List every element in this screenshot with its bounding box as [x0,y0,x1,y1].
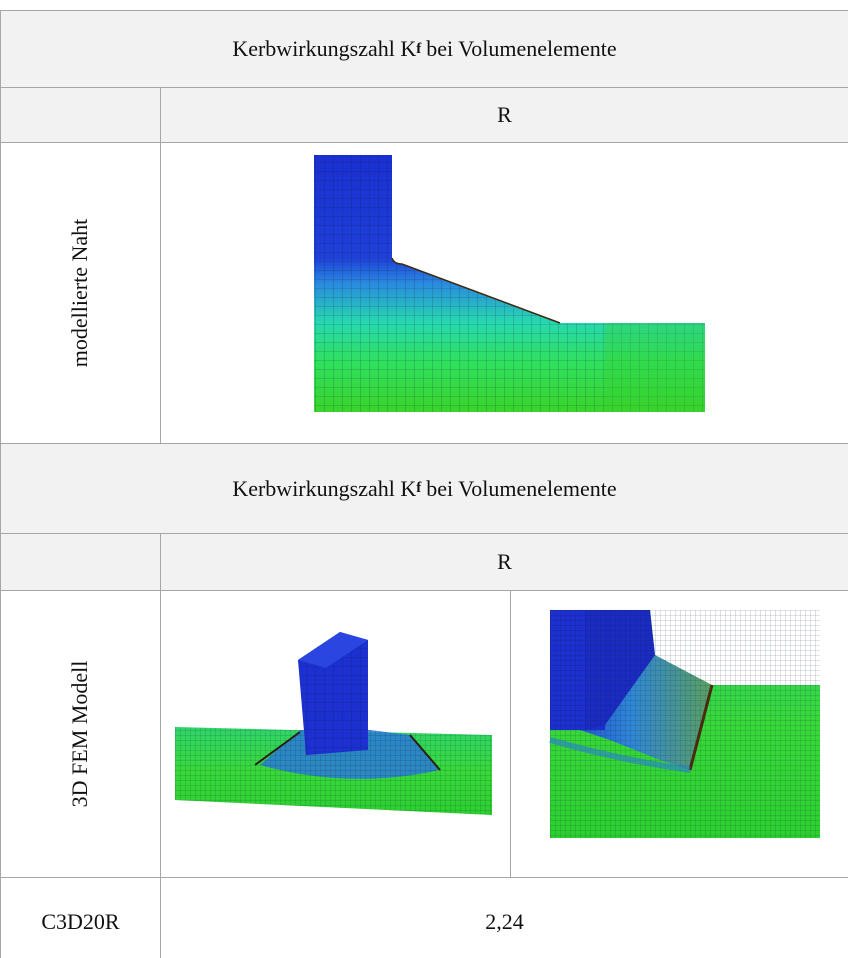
header-title: Kerbwirkungszahl K [232,36,417,61]
column-label: R [497,102,512,127]
header-title-rest: bei Volumenelemente [426,36,617,61]
result-value-cell: 2,24 [160,877,848,958]
fem-3d-model-detail [549,610,820,838]
result-label: C3D20R [41,909,120,934]
fem-2d-model [314,155,705,412]
header-subscript: f [416,480,422,496]
header-title: Kerbwirkungszahl K [232,475,417,501]
fem-3d-model-front [175,632,492,815]
header-title-rest: bei Volumenelemente [426,475,617,501]
header-subscript: f [416,40,422,57]
result-value: 2,24 [485,909,524,934]
column-label: R [497,549,512,574]
result-label-cell: C3D20R [0,877,161,958]
